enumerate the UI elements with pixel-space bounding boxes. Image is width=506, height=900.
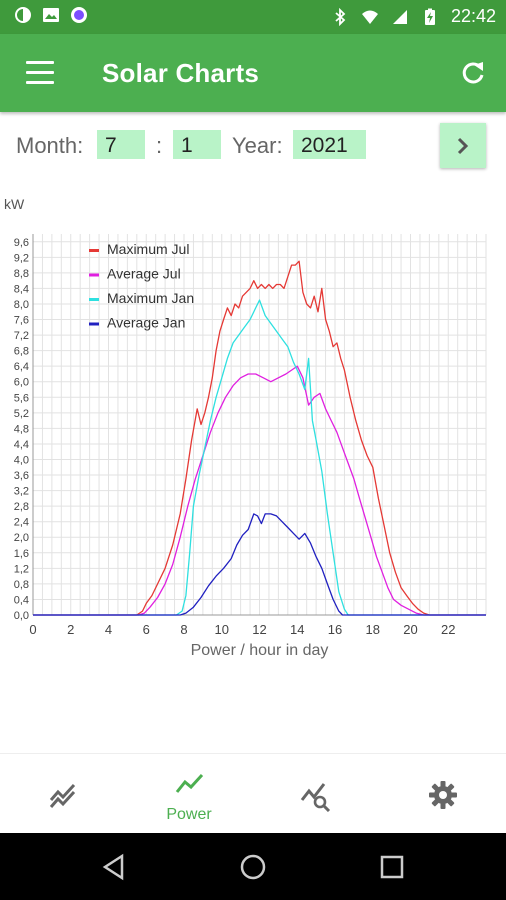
nav-trends[interactable] xyxy=(0,754,126,834)
y-tick-label: 8,4 xyxy=(14,283,29,295)
series-line-2 xyxy=(33,365,486,616)
year-label: Year: xyxy=(232,133,283,158)
year-input[interactable]: 2021 xyxy=(293,130,366,159)
day-input[interactable]: 1 xyxy=(173,130,221,159)
y-tick-label: 4,4 xyxy=(14,439,29,451)
y-tick-label: 4,8 xyxy=(14,423,29,435)
gear-icon xyxy=(429,781,457,809)
y-tick-label: 0,4 xyxy=(14,594,29,606)
app-title: Solar Charts xyxy=(102,58,260,88)
y-tick-label: 8,0 xyxy=(14,299,29,311)
y-tick-label: 6,8 xyxy=(14,346,29,358)
app-bar: Solar Charts xyxy=(0,34,506,112)
y-tick-label: 2,8 xyxy=(14,501,29,513)
month-input[interactable]: 7 xyxy=(97,130,145,159)
y-axis-label: kW xyxy=(4,196,25,212)
y-tick-label: 6,4 xyxy=(14,361,29,373)
data-saver-icon xyxy=(15,7,31,23)
legend-label-3: Maximum Jan xyxy=(107,290,194,306)
nav-chart-search[interactable] xyxy=(252,754,378,834)
y-tick-label: 3,6 xyxy=(14,470,29,482)
x-tick-label: 4 xyxy=(105,622,112,637)
y-tick-label: 6,0 xyxy=(14,377,29,389)
y-tick-label: 0,8 xyxy=(14,579,29,591)
power-chart: kW 0,0 0,4 0,8 1,2 1,6 2,0 2,4 2,8 3,2 3,6 4,0 4,4 4,… xyxy=(0,190,506,670)
recents-icon[interactable] xyxy=(378,853,406,881)
y-tick-label: 0,0 xyxy=(14,610,29,622)
system-navigation xyxy=(0,833,506,900)
y-tick-label: 1,2 xyxy=(14,563,29,575)
legend-label-1: Maximum Jul xyxy=(107,241,189,257)
legend-label-2: Average Jul xyxy=(107,266,181,282)
bottom-navigation: Power xyxy=(0,753,506,834)
y-tick-label: 2,0 xyxy=(14,532,29,544)
back-icon[interactable] xyxy=(100,853,128,881)
record-icon xyxy=(71,7,87,23)
series-line-1 xyxy=(33,260,486,616)
date-controls: Month: 7 : 1 Year: 2021 xyxy=(0,118,506,174)
month-label: Month: xyxy=(16,133,84,158)
nav-settings[interactable] xyxy=(378,754,504,834)
x-tick-label: 18 xyxy=(366,622,380,637)
menu-icon-line xyxy=(26,71,54,74)
y-tick-label: 9,6 xyxy=(14,237,29,249)
signal-icon xyxy=(392,9,407,24)
wifi-icon xyxy=(361,10,378,24)
y-tick-label: 9,2 xyxy=(14,252,29,264)
home-icon[interactable] xyxy=(239,853,267,881)
status-bar: 22:42 xyxy=(0,0,506,34)
legend-swatch-3 xyxy=(89,298,99,301)
refresh-icon[interactable] xyxy=(458,58,488,88)
series-line-4 xyxy=(33,513,486,616)
y-tick-label: 4,0 xyxy=(14,454,29,466)
status-time: 22:42 xyxy=(450,6,496,26)
y-tick-label: 5,2 xyxy=(14,408,29,420)
series-line-3 xyxy=(33,299,486,616)
y-tick-label: 1,6 xyxy=(14,548,29,560)
legend-swatch-4 xyxy=(89,322,99,326)
legend-swatch-1 xyxy=(89,249,99,252)
nav-power-label: Power xyxy=(166,806,212,823)
bluetooth-icon xyxy=(335,7,346,26)
y-tick-label: 5,6 xyxy=(14,392,29,404)
legend-label-4: Average Jan xyxy=(107,315,185,331)
x-tick-label: 20 xyxy=(403,622,417,637)
menu-icon-line xyxy=(26,81,54,84)
x-tick-label: 2 xyxy=(67,622,74,637)
battery-charging-icon xyxy=(424,8,435,25)
chart-search-icon xyxy=(300,783,331,812)
y-tick-label: 2,4 xyxy=(14,517,29,529)
y-tick-label: 7,2 xyxy=(14,330,29,342)
menu-icon xyxy=(26,61,54,64)
x-axis-label: Power / hour in day xyxy=(191,642,329,659)
power-chart-svg: kW 0,0 0,4 0,8 1,2 1,6 2,0 2,4 2,8 3,2 3,6 4,0 4,4 4,… xyxy=(4,196,487,659)
x-tick-label: 6 xyxy=(143,622,150,637)
image-icon xyxy=(43,8,59,22)
x-tick-label: 14 xyxy=(290,622,304,637)
legend-swatch-2 xyxy=(89,273,99,277)
x-tick-label: 0 xyxy=(29,622,36,637)
next-button[interactable] xyxy=(440,123,486,168)
trend-lines-icon xyxy=(49,783,76,808)
month-day-separator: : xyxy=(156,133,163,158)
x-tick-label: 8 xyxy=(180,622,187,637)
chevron-right-icon xyxy=(457,137,469,154)
x-tick-label: 12 xyxy=(252,622,266,637)
x-tick-label: 16 xyxy=(328,622,342,637)
y-tick-label: 8,8 xyxy=(14,268,29,280)
y-tick-label: 3,2 xyxy=(14,486,29,498)
menu-button[interactable] xyxy=(26,61,54,85)
nav-power[interactable]: Power xyxy=(126,754,252,834)
x-tick-label: 22 xyxy=(441,622,455,637)
power-chart-icon xyxy=(175,773,204,793)
x-tick-label: 10 xyxy=(215,622,229,637)
y-tick-label: 7,6 xyxy=(14,315,29,327)
